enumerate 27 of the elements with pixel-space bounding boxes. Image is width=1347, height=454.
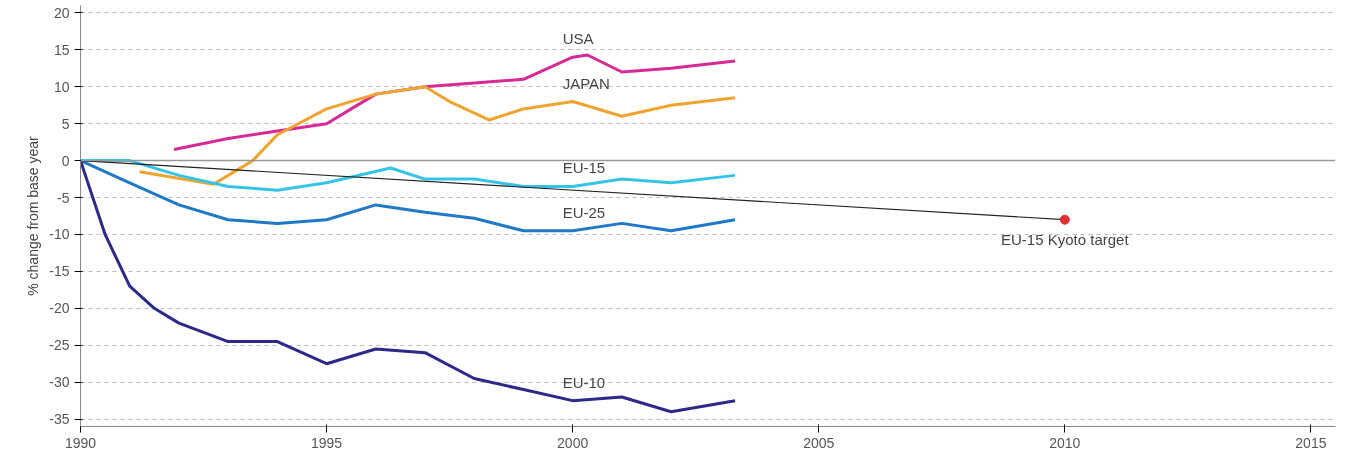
x-tick-label: 1990	[64, 434, 97, 451]
y-tick-label: 20	[53, 4, 70, 21]
y-tick-label: -30	[49, 374, 70, 391]
annotation: EU-15 Kyoto target	[1001, 230, 1130, 248]
y-tick-label: 5	[61, 115, 70, 132]
y-tick-label: -10	[49, 226, 70, 243]
x-tick-label: 2005	[803, 434, 835, 451]
line-series	[80, 159, 737, 414]
y-tick-label: -25	[49, 337, 70, 354]
series-label: EU-25	[562, 203, 606, 221]
series-label: EU-10	[562, 373, 606, 391]
series-label: JAPAN	[562, 74, 610, 92]
x-tick-label: 2010	[1049, 434, 1081, 451]
series-label: USA	[562, 30, 594, 48]
y-axis-title: % change from base year	[25, 135, 42, 296]
y-tick-label: 10	[53, 78, 70, 95]
x-tick-label: 2015	[1295, 434, 1327, 451]
series-label: EU-15	[562, 159, 606, 177]
y-tick-label: -15	[49, 263, 70, 280]
x-tick-label: 2000	[557, 434, 589, 451]
y-tick-label: -5	[57, 189, 70, 206]
y-tick-label: 0	[61, 152, 70, 169]
x-tick-label: 1995	[311, 434, 343, 451]
y-tick-label: -35	[49, 411, 70, 428]
y-tick-label: 15	[53, 41, 70, 58]
y-tick-label: -20	[49, 300, 70, 317]
line-series	[80, 159, 737, 233]
